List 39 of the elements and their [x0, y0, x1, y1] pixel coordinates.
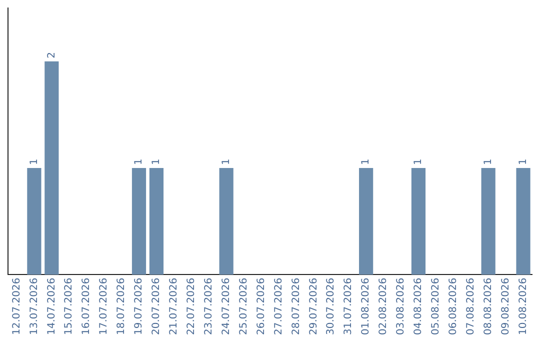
x-tick-label: 13.07.2026: [28, 278, 40, 336]
x-tick-label: 26.07.2026: [256, 278, 267, 336]
x-tick-label: 17.07.2026: [98, 278, 110, 336]
x-tick-label: 15.07.2026: [64, 278, 75, 336]
x-tick-label: 06.08.2026: [448, 278, 459, 336]
x-tick-label: 24.07.2026: [220, 278, 232, 336]
x-tick-label: 14.07.2026: [46, 278, 58, 336]
x-tick-label: 18.07.2026: [116, 278, 128, 336]
data-label: 2: [46, 52, 58, 58]
x-tick-label: 03.08.2026: [396, 278, 407, 336]
x-tick-label: 28.07.2026: [290, 278, 302, 336]
x-tick-label: 20.07.2026: [151, 278, 162, 336]
data-label: 1: [151, 158, 162, 166]
x-tick-label: 16.07.2026: [81, 278, 92, 336]
x-tick-label: 09.08.2026: [500, 278, 512, 336]
x-tick-label: 27.07.2026: [273, 278, 284, 336]
x-tick-label: 23.07.2026: [203, 278, 214, 336]
data-label: 1: [518, 158, 529, 166]
x-tick-label: 02.08.2026: [378, 278, 390, 336]
x-tick-label: 19.07.2026: [134, 278, 145, 336]
x-tick-label: 01.08.2026: [360, 278, 372, 336]
x-tick-label: 22.07.2026: [186, 278, 197, 336]
x-tick-label: 12.07.2026: [11, 278, 22, 336]
x-tick-label: 07.08.2026: [465, 278, 476, 336]
x-tick-label: 30.07.2026: [326, 278, 337, 336]
x-tick-label: 31.07.2026: [343, 278, 354, 336]
x-tick-label: 10.08.2026: [518, 278, 529, 336]
x-tick-label: 25.07.2026: [238, 278, 250, 336]
data-label: 1: [28, 158, 40, 166]
data-label: 1: [360, 158, 372, 166]
x-tick-label: 04.08.2026: [413, 278, 424, 336]
data-label: 1: [134, 158, 145, 166]
x-tick-label: 21.07.2026: [168, 278, 180, 336]
x-tick-label: 29.07.2026: [308, 278, 320, 336]
data-label: 1: [482, 158, 494, 166]
x-tick-label: 08.08.2026: [482, 278, 494, 336]
x-tick-label: 05.08.2026: [430, 278, 442, 336]
data-label: 1: [220, 158, 232, 166]
data-label: 1: [413, 158, 424, 166]
